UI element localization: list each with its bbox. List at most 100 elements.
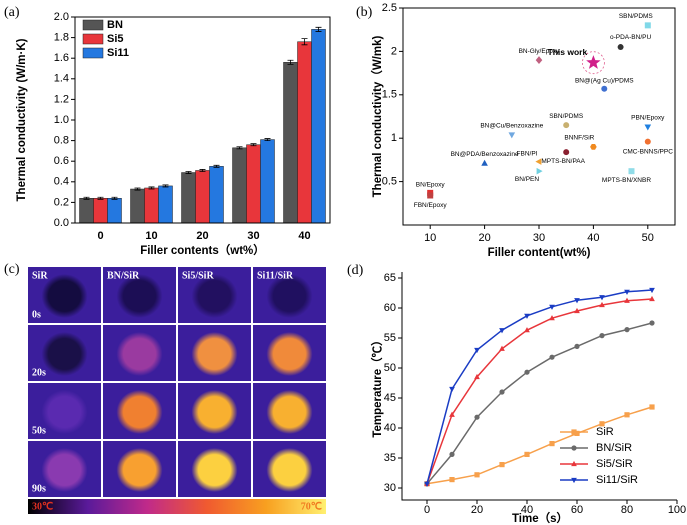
y-tick-label: 1.5 [382,89,397,101]
thermal-spot [116,448,163,492]
marker [628,168,635,175]
error-bar [236,146,243,150]
point-label: FBN/Epoxy [414,202,448,209]
thermal-spot [191,390,238,434]
bar [79,198,94,224]
x-tick-label: 30 [247,230,259,242]
y-tick-label: 2 [391,45,397,57]
x-axis-title: Time（s） [512,511,568,525]
thermal-spot [41,332,88,376]
marker [649,287,655,294]
point-label: o-PDA-BN/PU [610,34,651,41]
marker [549,441,555,447]
y-tick-label: 2.0 [54,11,69,23]
y-tick-label: 2.5 [382,2,397,14]
panel-label: (d) [347,263,364,278]
y-tick-label: 35 [384,452,396,464]
marker [624,412,630,418]
thermal-spot [41,448,88,492]
marker [586,55,601,69]
marker [624,327,630,333]
row-label: 0s [32,309,41,320]
panel-label: (b) [356,5,373,20]
marker [571,460,577,467]
y-axis-title: Thermal conductivity（W/mk) [370,36,384,198]
marker [524,313,530,319]
marker [499,389,505,395]
y-tick-label: 1.6 [54,52,69,64]
marker [524,451,530,457]
bar [107,198,122,224]
marker [571,429,577,435]
thermal-spot [116,332,163,376]
legend-swatch [82,33,104,45]
marker [599,421,605,427]
column-label: BN/SiR [107,270,140,281]
bar [158,185,173,224]
marker [427,192,434,199]
marker [499,462,505,468]
point-label: FBN/PI [517,150,538,157]
point-label: SBN/PDMS [619,13,654,20]
x-tick-label: 100 [668,504,686,516]
marker [449,451,455,457]
marker [508,132,516,139]
highlight-ring [582,51,605,75]
thermal-spot [41,390,88,434]
y-tick-label: 30 [384,482,396,494]
marker [424,481,430,487]
thermal-spot [191,448,238,492]
y-tick-label: 40 [384,422,396,434]
x-tick-label: 0 [97,230,103,242]
marker [649,295,655,302]
y-tick-label: 45 [384,392,396,404]
marker [499,328,505,334]
error-bar [111,196,118,200]
column-label: Si11/SiR [257,270,294,281]
marker [601,85,608,92]
marker [574,430,580,436]
marker [644,22,651,29]
error-bar [213,164,220,168]
series-line [426,406,653,485]
bar [311,29,326,224]
bar [260,139,275,224]
marker [536,167,543,175]
bar [181,172,196,224]
marker [549,304,555,310]
error-bar [185,171,192,174]
x-tick-label: 40 [521,504,533,516]
x-tick-label: 20 [196,230,208,242]
legend-label: BN/SiR [596,442,632,454]
bar [93,198,108,224]
marker [590,144,597,150]
panel-label: (a) [4,5,20,20]
y-tick-label: 1.4 [54,73,69,85]
point-label: BN-Gly/Epoxy [519,48,561,55]
marker [624,297,630,303]
y-tick-label: 55 [384,332,396,344]
error-bar [287,59,294,65]
marker [474,347,480,354]
x-tick-label: 50 [642,232,654,244]
point-label: SBN/PDMS [549,113,584,120]
point-label: BNNF/SiR [564,135,594,142]
x-tick-label: 60 [571,504,583,516]
y-tick-label: 60 [384,302,396,314]
plot-frame [74,16,331,224]
x-tick-label: 10 [145,230,157,242]
bar [246,144,261,224]
marker [524,369,530,375]
legend-label: SiR [596,426,614,438]
column-label: SiR [32,270,48,281]
colorbar [28,499,326,514]
marker [535,158,542,165]
thermal-spot [266,390,313,434]
x-tick-label: 10 [424,232,436,244]
error-bar [264,138,271,141]
point-label: CMC-BNNS/PPC [623,148,674,155]
y-tick-label: 0.0 [54,217,69,229]
marker [499,345,505,351]
legend-swatch [82,47,104,59]
y-tick-label: 0.8 [54,135,69,147]
